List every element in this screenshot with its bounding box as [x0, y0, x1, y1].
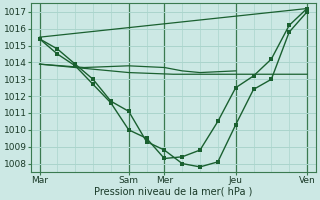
X-axis label: Pression niveau de la mer( hPa ): Pression niveau de la mer( hPa )	[94, 187, 252, 197]
